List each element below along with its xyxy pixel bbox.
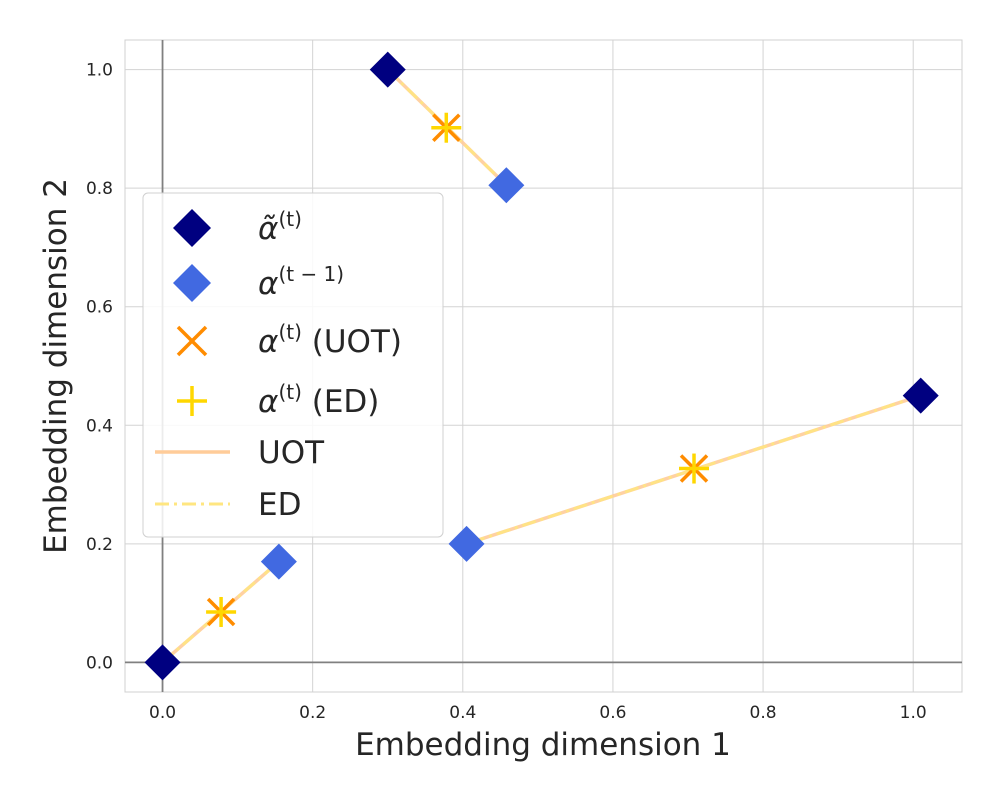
legend-superscript: (t) <box>278 380 301 404</box>
legend-marker-alpha_ed <box>177 386 207 416</box>
legend-symbol: α <box>258 266 278 302</box>
alpha-ed-point <box>431 112 462 143</box>
legend-label-ed_line: ED <box>258 487 301 523</box>
x-tick-label: 0.8 <box>750 703 777 723</box>
y-tick-label: 0.0 <box>86 653 113 673</box>
alpha-tilde-point <box>144 644 181 681</box>
legend-label-alpha_uot: α(t) (UOT) <box>258 320 402 360</box>
x-tick-label: 0.2 <box>299 703 326 723</box>
legend-symbol: α̃ <box>258 211 278 247</box>
alpha-ed-point <box>206 596 237 627</box>
y-tick-label: 0.8 <box>86 179 113 199</box>
alpha-tilde-point <box>369 51 406 88</box>
alpha-prev-point <box>448 525 485 562</box>
legend-suffix: (UOT) <box>302 324 402 360</box>
ed-line <box>466 394 922 546</box>
y-axis-label: Embedding dimension 2 <box>38 178 74 554</box>
legend-marker-alpha_uot-stroke <box>176 325 208 357</box>
x-tick-label: 1.0 <box>900 703 927 723</box>
x-tick-label: 0.0 <box>149 703 176 723</box>
legend-superscript: (t − 1) <box>278 262 344 286</box>
legend-suffix: UOT <box>258 435 325 471</box>
legend-marker-alpha_prev <box>173 264 211 302</box>
y-tick-label: 1.0 <box>86 61 113 81</box>
legend-superscript: (t) <box>278 320 301 344</box>
alpha-tilde-point <box>902 377 939 414</box>
legend-label-alpha_ed: α(t) (ED) <box>258 380 379 420</box>
legend-symbol: α <box>258 324 278 360</box>
alpha-ed-point <box>679 453 710 484</box>
alpha-prev-point <box>488 167 525 204</box>
legend-superscript: (t) <box>278 207 301 231</box>
legend-marker-alpha_uot <box>176 325 208 357</box>
y-tick-label: 0.6 <box>86 298 113 318</box>
data-points <box>144 51 939 681</box>
ed-line <box>161 560 280 664</box>
y-tick-label: 0.2 <box>86 535 113 555</box>
legend-label-uot_line: UOT <box>258 435 325 471</box>
x-tick-label: 0.6 <box>599 703 626 723</box>
x-tick-label: 0.4 <box>449 703 476 723</box>
legend-suffix: (ED) <box>302 384 380 420</box>
legend-suffix: ED <box>258 487 301 523</box>
legend-symbol: α <box>258 384 278 420</box>
legend-marker-alpha_tilde <box>173 209 211 247</box>
x-axis-label: Embedding dimension 1 <box>355 727 731 763</box>
y-tick-label: 0.4 <box>86 416 113 436</box>
legend-box <box>142 192 444 538</box>
tick-labels: 0.0 0.2 0.4 0.6 0.8 1.0 0.0 0.2 0.4 0.6 0.8 1.0 <box>86 61 927 723</box>
legend-label-alpha_tilde: α̃(t) <box>258 207 302 247</box>
legend-label-alpha_prev: α(t − 1) <box>258 262 344 302</box>
alpha-prev-point <box>260 543 297 580</box>
